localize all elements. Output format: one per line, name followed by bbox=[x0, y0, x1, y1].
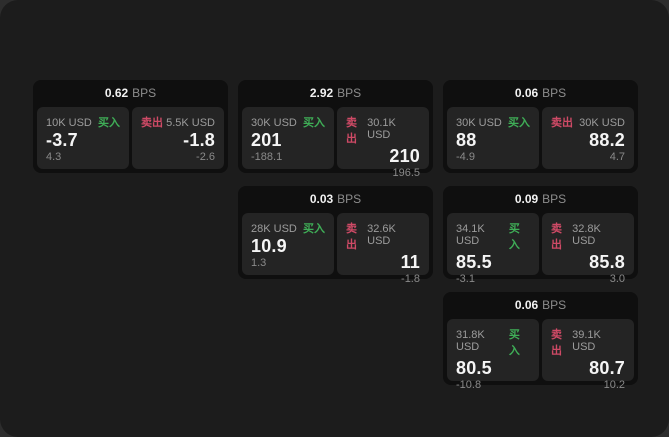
quote-panels: 10K USD 买入 -3.7 4.3 卖出 5.5K USD -1.8 -2.6 bbox=[33, 107, 228, 169]
buy-amount: 10K USD bbox=[46, 117, 92, 129]
buy-amount: 30K USD bbox=[456, 117, 502, 129]
buy-amount: 34.1K USD bbox=[456, 223, 485, 247]
sell-price: 11 bbox=[400, 252, 420, 272]
sell-delta: 196.5 bbox=[392, 167, 420, 179]
buy-amount: 30K USD bbox=[251, 117, 297, 129]
buy-delta: 4.3 bbox=[46, 151, 62, 163]
sell-delta: -2.6 bbox=[196, 151, 215, 163]
buy-panel[interactable]: 30K USD 买入 201 -188.1 bbox=[242, 107, 334, 169]
buy-side-label: 买入 bbox=[303, 117, 325, 129]
sell-price: 210 bbox=[389, 146, 420, 166]
quote-panels: 34.1K USD 买入 85.5 -3.1 卖出 32.8K USD 85.8 3.0 bbox=[443, 213, 638, 285]
sell-amount: 30.1K USD bbox=[367, 117, 396, 141]
sell-delta: 3.0 bbox=[609, 273, 625, 285]
buy-delta: -188.1 bbox=[251, 151, 283, 163]
quote-card: 0.62 BPS 10K USD 买入 -3.7 4.3 卖出 5.5K USD -1.8 -2.… bbox=[33, 80, 228, 173]
buy-panel[interactable]: 28K USD 买入 10.9 1.3 bbox=[242, 213, 334, 275]
buy-panel[interactable]: 31.8K USD 买入 80.5 -10.8 bbox=[447, 319, 539, 391]
buy-amount: 28K USD bbox=[251, 223, 297, 235]
quote-card: 2.92 BPS 30K USD 买入 201 -188.1 卖出 30.1K USD 210 1… bbox=[238, 80, 433, 179]
buy-side-label: 买入 bbox=[98, 117, 120, 129]
sell-panel[interactable]: 卖出 39.1K USD 80.7 10.2 bbox=[542, 319, 634, 391]
buy-price: -3.7 bbox=[46, 130, 78, 150]
sell-price: 80.7 bbox=[589, 358, 625, 378]
sell-side-label: 卖出 bbox=[141, 117, 163, 129]
sell-amount: 5.5K USD bbox=[166, 117, 215, 129]
buy-delta: 1.3 bbox=[251, 257, 267, 269]
buy-side-label: 买入 bbox=[508, 117, 530, 129]
buy-price: 10.9 bbox=[251, 236, 287, 256]
buy-price: 80.5 bbox=[456, 358, 492, 378]
sell-panel[interactable]: 卖出 5.5K USD -1.8 -2.6 bbox=[132, 107, 224, 169]
buy-panel[interactable]: 34.1K USD 买入 85.5 -3.1 bbox=[447, 213, 539, 285]
bps-unit-label: BPS bbox=[542, 192, 567, 206]
sell-panel[interactable]: 卖出 30K USD 88.2 4.7 bbox=[542, 107, 634, 169]
sell-amount: 32.6K USD bbox=[367, 223, 396, 247]
quote-card: 0.06 BPS 30K USD 买入 88 -4.9 卖出 30K USD 88.2 4.7 bbox=[443, 80, 638, 173]
sell-delta: 4.7 bbox=[609, 151, 625, 163]
buy-price: 88 bbox=[456, 130, 477, 150]
bps-unit-label: BPS bbox=[542, 86, 567, 100]
card-header: 0.06 BPS bbox=[443, 292, 638, 319]
card-header: 0.62 BPS bbox=[33, 80, 228, 107]
sell-side-label: 卖出 bbox=[551, 117, 573, 129]
buy-delta: -10.8 bbox=[456, 379, 482, 391]
quote-card: 0.03 BPS 28K USD 买入 10.9 1.3 卖出 32.6K USD 11 -1.8 bbox=[238, 186, 433, 285]
sell-delta: 10.2 bbox=[603, 379, 625, 391]
bps-unit-label: BPS bbox=[337, 192, 362, 206]
bps-value: 0.06 bbox=[514, 86, 539, 100]
quote-card: 0.09 BPS 34.1K USD 买入 85.5 -3.1 卖出 32.8K USD 85.… bbox=[443, 186, 638, 285]
buy-amount: 31.8K USD bbox=[456, 329, 485, 353]
quote-panels: 30K USD 买入 201 -188.1 卖出 30.1K USD 210 196.5 bbox=[238, 107, 433, 179]
bps-value: 0.06 bbox=[514, 298, 539, 312]
card-header: 0.06 BPS bbox=[443, 80, 638, 107]
bps-value: 2.92 bbox=[309, 86, 334, 100]
sell-price: 88.2 bbox=[589, 130, 625, 150]
bps-unit-label: BPS bbox=[542, 298, 567, 312]
sell-amount: 30K USD bbox=[579, 117, 625, 129]
buy-price: 85.5 bbox=[456, 252, 492, 272]
bps-value: 0.03 bbox=[309, 192, 334, 206]
sell-side-label: 卖出 bbox=[346, 117, 357, 145]
sell-side-label: 卖出 bbox=[551, 329, 562, 357]
quote-panels: 30K USD 买入 88 -4.9 卖出 30K USD 88.2 4.7 bbox=[443, 107, 638, 169]
sell-price: 85.8 bbox=[589, 252, 625, 272]
sell-panel[interactable]: 卖出 32.8K USD 85.8 3.0 bbox=[542, 213, 634, 285]
sell-amount: 39.1K USD bbox=[572, 329, 601, 353]
quote-card: 0.06 BPS 31.8K USD 买入 80.5 -10.8 卖出 39.1K USD 80… bbox=[443, 292, 638, 391]
buy-side-label: 买入 bbox=[508, 223, 520, 251]
card-header: 0.03 BPS bbox=[238, 186, 433, 213]
bps-unit-label: BPS bbox=[132, 86, 157, 100]
card-header: 0.09 BPS bbox=[443, 186, 638, 213]
quote-panels: 31.8K USD 买入 80.5 -10.8 卖出 39.1K USD 80.7 10.2 bbox=[443, 319, 638, 391]
bps-unit-label: BPS bbox=[337, 86, 362, 100]
buy-delta: -4.9 bbox=[456, 151, 475, 163]
sell-delta: -1.8 bbox=[401, 273, 420, 285]
sell-side-label: 卖出 bbox=[346, 223, 357, 251]
card-header: 2.92 BPS bbox=[238, 80, 433, 107]
bps-value: 0.09 bbox=[514, 192, 539, 206]
sell-amount: 32.8K USD bbox=[572, 223, 601, 247]
buy-side-label: 买入 bbox=[508, 329, 520, 357]
sell-panel[interactable]: 卖出 30.1K USD 210 196.5 bbox=[337, 107, 429, 179]
buy-side-label: 买入 bbox=[303, 223, 325, 235]
buy-delta: -3.1 bbox=[456, 273, 475, 285]
buy-price: 201 bbox=[251, 130, 282, 150]
sell-panel[interactable]: 卖出 32.6K USD 11 -1.8 bbox=[337, 213, 429, 285]
buy-panel[interactable]: 30K USD 买入 88 -4.9 bbox=[447, 107, 539, 169]
bps-value: 0.62 bbox=[104, 86, 129, 100]
sell-side-label: 卖出 bbox=[551, 223, 562, 251]
buy-panel[interactable]: 10K USD 买入 -3.7 4.3 bbox=[37, 107, 129, 169]
quote-panels: 28K USD 买入 10.9 1.3 卖出 32.6K USD 11 -1.8 bbox=[238, 213, 433, 285]
sell-price: -1.8 bbox=[183, 130, 215, 150]
